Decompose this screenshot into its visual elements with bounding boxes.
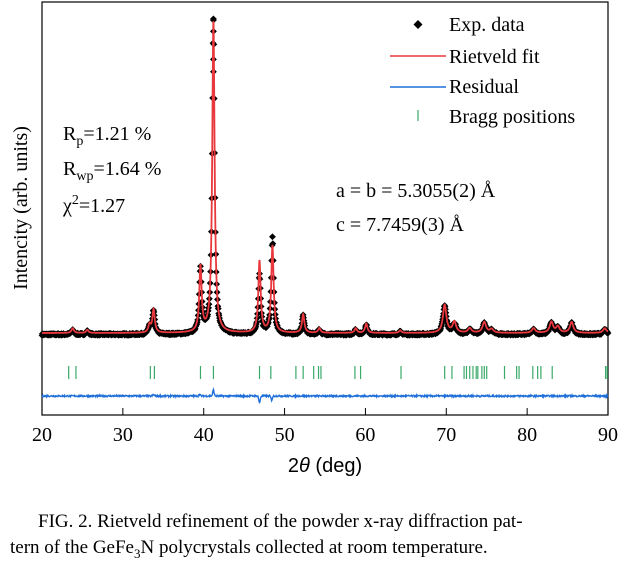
x-axis-ticks (41, 408, 609, 415)
legend-item-exp-data: Exp. data (413, 14, 525, 36)
bragg-positions (68, 366, 608, 379)
caption-text: N polycrystals collected at room tempera… (140, 537, 488, 558)
figure-caption: FIG. 2. Rietveld refinement of the powde… (10, 509, 620, 567)
caption-subscript: 3 (133, 545, 141, 561)
residual-line (41, 387, 609, 404)
x-tick-label: 20 (32, 424, 52, 446)
caption-line-1: FIG. 2. Rietveld refinement of the powde… (38, 511, 523, 532)
exp-data-point (210, 15, 217, 23)
lattice-parameters: a = b = 5.3055(2) Å c = 7.7459(3) Å (336, 180, 496, 236)
legend-label: Bragg positions (449, 106, 575, 128)
rietveld-fit-line (42, 21, 609, 334)
x-tick-label: 40 (194, 424, 214, 446)
legend: Exp. data Rietveld fit Residual Bragg po… (390, 14, 575, 128)
legend-item-bragg-positions: Bragg positions (417, 106, 575, 128)
diamond-marker-icon (413, 20, 423, 29)
x-tick-label: 90 (598, 424, 618, 446)
x-axis-label: 2θ (deg) (288, 455, 362, 477)
y-axis-label: Intencity (arb. units) (10, 126, 32, 290)
x-tick-label: 50 (275, 424, 295, 446)
legend-label: Residual (449, 76, 519, 98)
legend-item-rietveld-fit: Rietveld fit (390, 46, 540, 68)
plot-frame (41, 1, 609, 416)
lattice-a-b: a = b = 5.3055(2) Å (336, 180, 496, 202)
legend-label: Rietveld fit (449, 46, 540, 68)
rietveld-plot: 20 30 40 50 60 70 80 90 2θ (deg) Intencity (arb… (10, 1, 618, 477)
caption-text: tern of the GeFe (10, 537, 134, 558)
exp-data-point (269, 240, 277, 248)
fit-statistics: Rp=1.21 % Rwp=1.64 % χ2=1.27 (62, 123, 161, 217)
x-axis-tick-labels: 20 30 40 50 60 70 80 90 (32, 424, 618, 446)
x-tick-label: 70 (436, 424, 456, 446)
lattice-c: c = 7.7459(3) Å (336, 214, 464, 236)
x-tick-label: 30 (113, 424, 133, 446)
rp-value: Rp=1.21 % (63, 123, 151, 149)
rwp-value: Rwp=1.64 % (63, 158, 161, 184)
x-tick-label: 60 (355, 424, 375, 446)
legend-item-residual: Residual (390, 76, 519, 98)
x-tick-label: 80 (517, 424, 537, 446)
legend-label: Exp. data (449, 14, 525, 36)
exp-data-point (269, 233, 276, 241)
chi-square-value: χ2=1.27 (62, 193, 125, 217)
caption-line-2: tern of the GeFe3N polycrystals collecte… (10, 535, 620, 567)
exp-data-point (604, 329, 612, 337)
